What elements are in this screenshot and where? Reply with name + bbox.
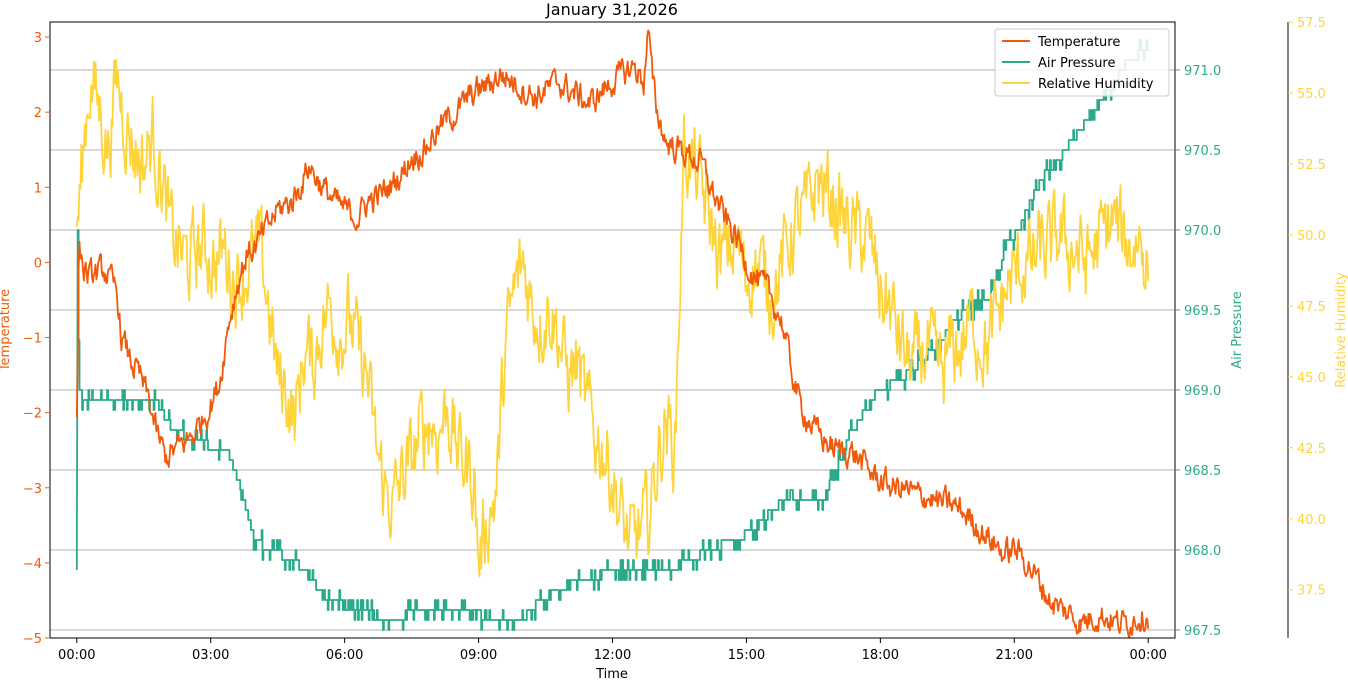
chart-title: January 31,2026	[545, 0, 678, 19]
pressure-tick-label-2: 968.5	[1184, 464, 1221, 479]
pressure-tick-label-7: 971.0	[1184, 64, 1221, 79]
legend-label-pressure: Air Pressure	[1038, 56, 1116, 71]
temperature-axis-title: Temperature	[0, 289, 13, 372]
humidity-tick-label-6: 52.5	[1297, 158, 1326, 173]
x-tick-label-0: 00:00	[58, 648, 95, 663]
x-tick-label-7: 21:00	[996, 648, 1033, 663]
pressure-tick-label-0: 967.5	[1184, 624, 1221, 639]
humidity-tick-label-3: 45.0	[1297, 371, 1326, 386]
humidity-tick-label-0: 37.5	[1297, 584, 1326, 599]
axes: 00:00 03:00 06:00 09:00 12:00 15:00 18:00 21:00…	[23, 16, 1326, 663]
humidity-tick-label-8: 57.5	[1297, 16, 1326, 31]
pressure-tick-label-3: 969.0	[1184, 384, 1221, 399]
humidity-tick-label-5: 50.0	[1297, 229, 1326, 244]
pressure-axis-title: Air Pressure	[1230, 291, 1245, 369]
series-line-temperature	[75, 29, 1150, 639]
humidity-tick-label-1: 40.0	[1297, 513, 1326, 528]
legend-box	[994, 28, 1170, 97]
temp-tick-label-1: −4	[23, 557, 42, 572]
x-axis-title: Time	[595, 667, 628, 682]
legend: Temperature Air Pressure Relative Humidi…	[994, 28, 1170, 97]
pressure-tick-label-5: 970.0	[1184, 224, 1221, 239]
legend-label-humidity: Relative Humidity	[1038, 77, 1154, 92]
legend-label-temperature: Temperature	[1037, 35, 1120, 50]
pressure-tick-label-1: 968.0	[1184, 544, 1221, 559]
x-tick-label-6: 18:00	[862, 648, 899, 663]
temp-tick-label-7: 2	[34, 106, 42, 121]
temp-tick-label-0: −5	[23, 632, 42, 647]
temp-tick-label-2: −3	[23, 482, 42, 497]
x-tick-label-8: 00:00	[1129, 648, 1166, 663]
pressure-tick-label-4: 969.5	[1184, 304, 1221, 319]
temp-tick-label-5: 0	[34, 256, 42, 271]
x-tick-label-2: 06:00	[326, 648, 363, 663]
temp-tick-label-4: −1	[23, 332, 42, 347]
x-tick-label-3: 09:00	[460, 648, 497, 663]
temp-tick-label-6: 1	[34, 181, 42, 196]
series-line-pressure	[75, 39, 1150, 631]
humidity-axis-title: Relative Humidity	[1334, 272, 1348, 388]
humidity-tick-label-4: 47.5	[1297, 300, 1326, 315]
humidity-tick-label-2: 42.5	[1297, 442, 1326, 457]
x-tick-label-5: 15:00	[728, 648, 765, 663]
x-tick-label-1: 03:00	[192, 648, 229, 663]
humidity-tick-label-7: 55.0	[1297, 87, 1326, 102]
series-line-humidity	[75, 59, 1150, 578]
pressure-tick-label-6: 970.5	[1184, 144, 1221, 159]
temp-tick-label-8: 3	[34, 31, 42, 46]
series-lines	[75, 29, 1150, 639]
x-tick-label-4: 12:00	[594, 648, 631, 663]
temp-tick-label-3: −2	[23, 407, 42, 422]
